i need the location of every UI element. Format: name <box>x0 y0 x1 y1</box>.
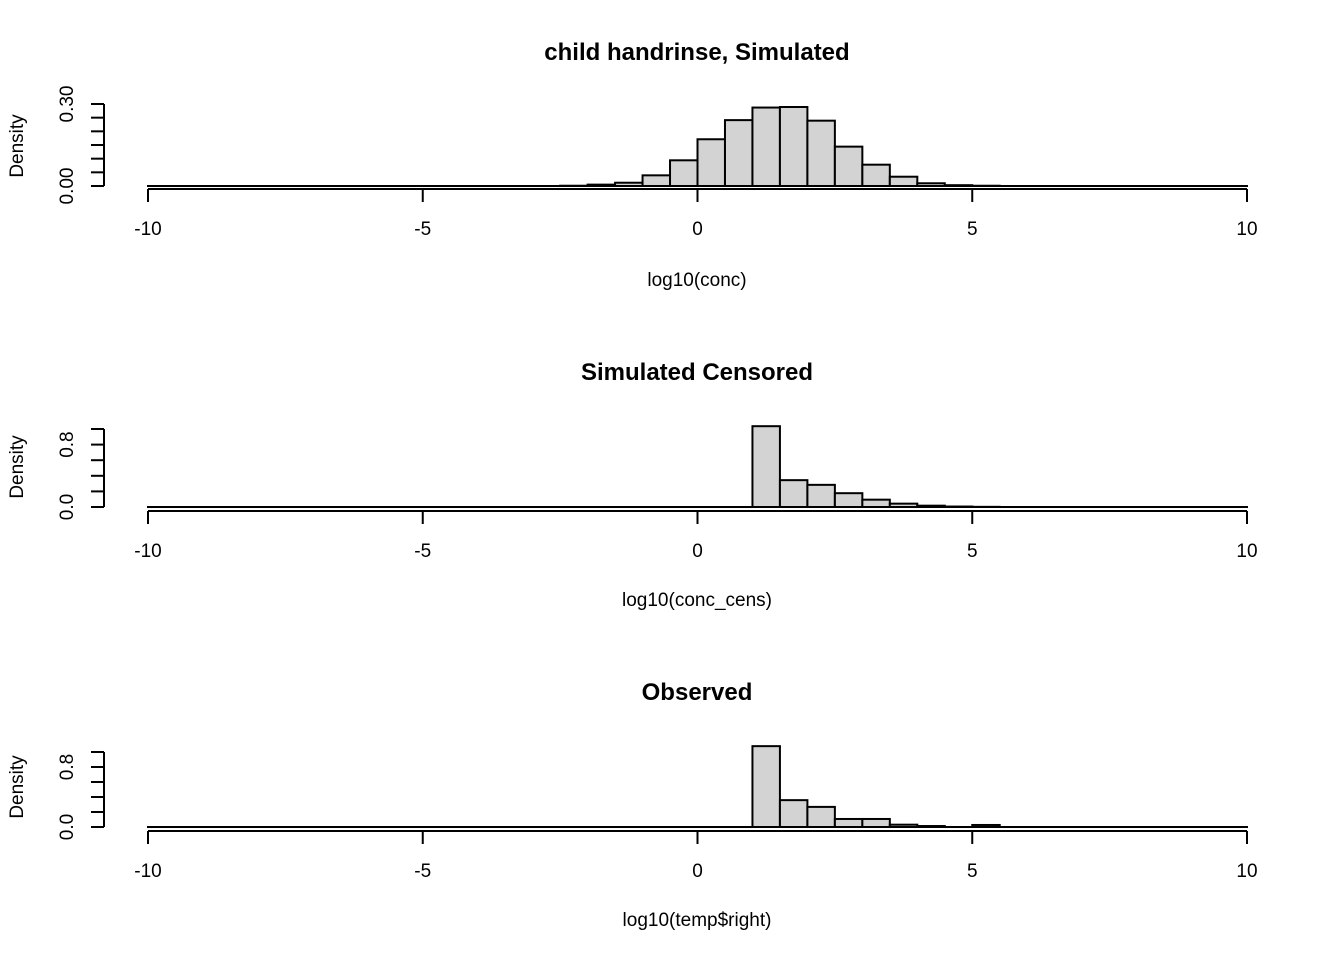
histogram-bar <box>971 823 1001 828</box>
y-axis: 0.0 0.8 <box>57 751 105 840</box>
histogram-bar <box>751 425 781 508</box>
histogram-bar <box>833 817 864 828</box>
histogram-bar <box>861 498 891 508</box>
x-tick-label: 0 <box>692 541 703 562</box>
panel-simulated-censored: Simulated Censored log10(conc_cens) Dens… <box>7 359 1258 611</box>
x-tick-label: 10 <box>1236 541 1257 562</box>
histogram-bar <box>861 163 891 187</box>
x-axis: -10 -5 0 5 10 <box>134 510 1258 562</box>
x-tick-label: -10 <box>134 541 161 562</box>
histogram-bar <box>916 182 946 187</box>
x-tick-label: 10 <box>1236 861 1257 882</box>
histogram-bar <box>586 183 617 187</box>
y-axis: 0.00 0.30 <box>57 86 105 205</box>
histogram-bar <box>751 745 781 829</box>
x-axis: -10 -5 0 5 10 <box>134 830 1258 882</box>
histogram-bar <box>861 817 891 828</box>
y-tick-label: 0.00 <box>57 168 78 205</box>
chart-title: Observed <box>642 679 753 706</box>
histogram-bar <box>833 492 864 508</box>
y-tick-label: 0.30 <box>57 86 78 123</box>
histogram-bar <box>614 181 644 188</box>
y-tick-label: 0.8 <box>57 431 78 457</box>
histogram-bar <box>751 106 781 187</box>
y-tick-label: 0.0 <box>57 814 78 840</box>
histogram-bar <box>943 184 974 187</box>
y-tick-label: 0.8 <box>57 754 78 780</box>
y-axis-label: Density <box>7 755 28 819</box>
chart-title: Simulated Censored <box>581 359 813 386</box>
histogram-bar <box>916 825 946 829</box>
histogram-bar <box>888 502 919 508</box>
chart-title: child handrinse, Simulated <box>544 39 849 66</box>
x-tick-label: 5 <box>967 219 978 240</box>
histogram-bar <box>641 174 672 187</box>
histogram-bar <box>888 175 919 187</box>
y-axis: 0.0 0.8 <box>57 428 105 520</box>
panel-observed: Observed log10(temp$right) Density -10 -5… <box>7 679 1258 931</box>
x-axis-label: log10(temp$right) <box>623 910 772 931</box>
x-axis-label: log10(conc) <box>647 270 746 291</box>
histogram-bar <box>723 119 754 187</box>
x-axis: -10 -5 0 5 10 <box>134 188 1258 240</box>
x-tick-label: -5 <box>414 219 431 240</box>
histogram-bar <box>696 138 726 187</box>
x-tick-label: -5 <box>414 541 431 562</box>
x-tick-label: -5 <box>414 861 431 882</box>
x-tick-label: 5 <box>967 861 978 882</box>
histogram-bar <box>916 504 946 509</box>
panel-child-handrinse-simulated: child handrinse, Simulated log10(conc) D… <box>7 39 1258 291</box>
histogram-bar <box>806 119 836 187</box>
bars <box>147 745 1249 829</box>
x-tick-label: -10 <box>134 219 161 240</box>
y-tick-label: 0.0 <box>57 494 78 520</box>
x-tick-label: -10 <box>134 861 161 882</box>
histogram-bar <box>778 106 809 187</box>
histogram-bar <box>669 159 699 188</box>
x-tick-label: 0 <box>692 219 703 240</box>
histogram-bar <box>778 479 809 508</box>
x-tick-label: 5 <box>967 541 978 562</box>
histogram-bar <box>778 799 809 829</box>
y-axis-label: Density <box>7 114 28 178</box>
histogram-bar <box>833 145 864 187</box>
histogram-bar <box>806 483 836 508</box>
x-tick-label: 0 <box>692 861 703 882</box>
bars <box>147 425 1249 509</box>
x-axis-label: log10(conc_cens) <box>622 590 772 611</box>
histogram-bar <box>888 823 919 828</box>
x-tick-label: 10 <box>1236 219 1257 240</box>
bars <box>147 106 1249 188</box>
y-axis-label: Density <box>7 435 28 499</box>
histogram-bar <box>806 805 836 829</box>
